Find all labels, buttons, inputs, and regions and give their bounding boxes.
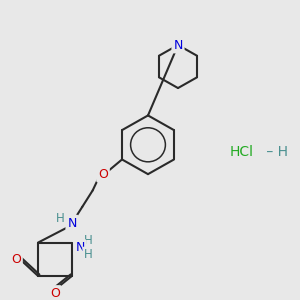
Text: H: H xyxy=(84,248,92,261)
Text: N: N xyxy=(75,241,85,254)
Text: N: N xyxy=(173,38,183,52)
Text: H: H xyxy=(84,234,92,247)
Text: HCl: HCl xyxy=(230,145,254,159)
Text: N: N xyxy=(67,217,77,230)
Text: O: O xyxy=(98,168,108,181)
Text: O: O xyxy=(11,253,21,266)
Text: H: H xyxy=(56,212,64,225)
Text: O: O xyxy=(50,287,60,300)
Text: – H: – H xyxy=(262,145,288,159)
